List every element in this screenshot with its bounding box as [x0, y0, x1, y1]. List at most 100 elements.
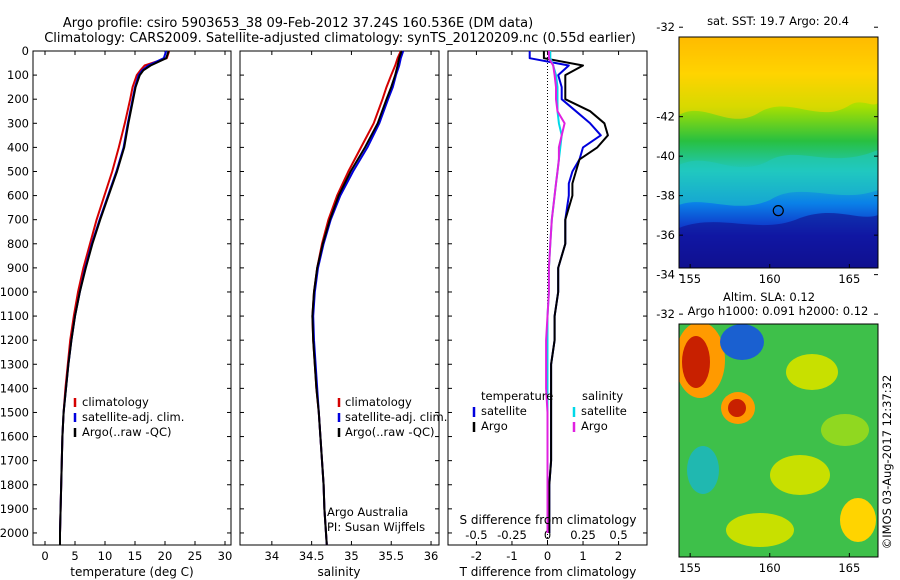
depth-tick-label: 800 [7, 237, 29, 251]
depth-tick-label: 700 [7, 213, 29, 227]
depth-tick-label: 1800 [0, 478, 29, 492]
salinity-x-ticks: 34 34.5 35 35.5 36 [265, 51, 439, 563]
difference-legend: temperature salinity satellite Argo sate… [472, 389, 627, 433]
depth-tick-label: 1000 [0, 285, 29, 299]
series-line-satellite [59, 50, 168, 545]
latitude-tick-label: -32 [656, 307, 675, 321]
x-tick-label: 10 [98, 549, 113, 563]
figure-title-line1: Argo profile: csiro 5903653_38 09-Feb-20… [63, 16, 533, 31]
series-line-climatology [311, 50, 402, 546]
anomaly-blob [840, 498, 876, 542]
sst-map-ticks: -32 -34 -36 -38 -40 -42 155 160 165 [656, 20, 878, 286]
longitude-tick-label: 155 [679, 272, 701, 286]
longitude-tick-label: 160 [759, 561, 781, 575]
depth-tick-label: 1400 [0, 381, 29, 395]
s-difference-tick-label: 0.25 [570, 528, 596, 542]
salinity-lines [311, 50, 405, 546]
depth-tick-label: 1500 [0, 405, 29, 419]
x-tick-label: -1 [506, 549, 517, 563]
sla-map-ticks: -32 -34 -36 -38 -40 -42 155 160 165 [656, 110, 878, 575]
latitude-tick-label: -38 [656, 189, 675, 203]
warm-water-region [679, 37, 878, 119]
legend-s-argo-label: Argo [581, 419, 608, 433]
depth-tick-label: 100 [7, 68, 29, 82]
figure-title-line2: Climatology: CARS2009. Satellite-adjuste… [44, 31, 636, 46]
x-tick-label: 5 [71, 549, 78, 563]
x-tick-label: 0 [544, 549, 551, 563]
legend-climatology-label: climatology [345, 395, 412, 409]
x-tick-label: 0 [41, 549, 48, 563]
salinity-legend: climatology satellite-adj. clim. Argo(..… [337, 395, 447, 439]
sla-map-title-line1: Altim. SLA: 0.12 [723, 290, 815, 304]
t-difference-x-label: T difference from climatology [459, 565, 637, 579]
longitude-tick-label: 165 [838, 272, 860, 286]
x-tick-label: 1 [579, 549, 586, 563]
temperature-panel: 0100200300400500600700800900100011001200… [0, 44, 232, 579]
latitude-tick-label: -42 [656, 110, 675, 124]
temperature-lines [59, 50, 171, 545]
x-tick-label: 36 [424, 549, 439, 563]
difference-lines [528, 51, 609, 533]
sst-map-frame [678, 36, 879, 269]
depth-tick-label: 1900 [0, 502, 29, 516]
salinity-axes-frame [239, 50, 440, 546]
anomaly-blob [770, 455, 830, 495]
series-line-argo [59, 50, 170, 545]
depth-tick-label: 1700 [0, 454, 29, 468]
latitude-tick-label: -32 [656, 20, 675, 34]
latitude-tick-label: -40 [656, 149, 675, 163]
longitude-tick-label: 165 [838, 561, 860, 575]
latitude-tick-label: -34 [656, 268, 675, 282]
series-line-t-argo [542, 51, 609, 533]
x-tick-label: 15 [128, 549, 143, 563]
anomaly-blob [726, 513, 794, 547]
legend-t-argo-label: Argo [481, 419, 508, 433]
depth-tick-label: 2000 [0, 526, 29, 540]
depth-tick-label: 0 [22, 44, 29, 58]
s-difference-tick-label: -0.5 [465, 528, 487, 542]
sla-map: Altim. SLA: 0.12 Argo h1000: 0.091 h2000… [656, 110, 879, 575]
x-tick-label: 35.5 [378, 549, 404, 563]
temperature-x-ticks: 0 5 10 15 20 25 30 [41, 51, 232, 563]
anomaly-blob [786, 354, 838, 390]
salinity-depth-ticks [240, 50, 439, 534]
credit-line2: PI: Susan Wijffels [327, 520, 425, 534]
legend-t-satellite-label: satellite [481, 404, 527, 418]
s-difference-label: S difference from climatology [460, 513, 637, 527]
legend-satellite-label: satellite-adj. clim. [82, 410, 184, 424]
legend-temperature-header: temperature [481, 389, 553, 403]
series-line-argo [311, 50, 403, 546]
sst-map: sat. SST: 19.7 Argo: 20.4 -32 -34 -36 -38 -4… [656, 14, 879, 286]
legend-argo-label: Argo(..raw -QC) [82, 425, 172, 439]
anomaly-blob [687, 446, 719, 494]
legend-salinity-header: salinity [582, 389, 623, 403]
float-location-marker [772, 205, 784, 217]
cold-water-region [679, 212, 878, 268]
depth-tick-label: 1100 [0, 309, 29, 323]
legend-s-satellite-label: satellite [581, 404, 627, 418]
mid-water-region [679, 150, 878, 206]
depth-tick-label: 600 [7, 189, 29, 203]
depth-ticks: 0 100 200 300 400 500 600 700 800 900 1000 1100 1200… [0, 44, 231, 540]
difference-depth-ticks [448, 50, 647, 534]
series-line-climatology [59, 50, 171, 545]
depth-tick-label: 900 [7, 261, 29, 275]
x-tick-label: -2 [471, 549, 482, 563]
x-tick-label: 25 [188, 549, 203, 563]
x-tick-label: 34 [265, 549, 280, 563]
sst-map-title: sat. SST: 19.7 Argo: 20.4 [707, 14, 849, 28]
temperature-legend: climatology satellite-adj. clim. Argo(..… [73, 395, 184, 439]
depth-tick-label: 500 [7, 164, 29, 178]
depth-tick-label: 300 [7, 116, 29, 130]
depth-tick-label: 1200 [0, 333, 29, 347]
x-tick-label: 34.5 [299, 549, 325, 563]
latitude-tick-label: -36 [656, 228, 675, 242]
series-line-satellite [312, 50, 405, 546]
longitude-tick-label: 155 [679, 561, 701, 575]
legend-satellite-label: satellite-adj. clim. [345, 410, 447, 424]
depth-tick-label: 1300 [0, 357, 29, 371]
series-line-s-argo [545, 51, 566, 533]
s-difference-tick-label: 0.5 [609, 528, 627, 542]
